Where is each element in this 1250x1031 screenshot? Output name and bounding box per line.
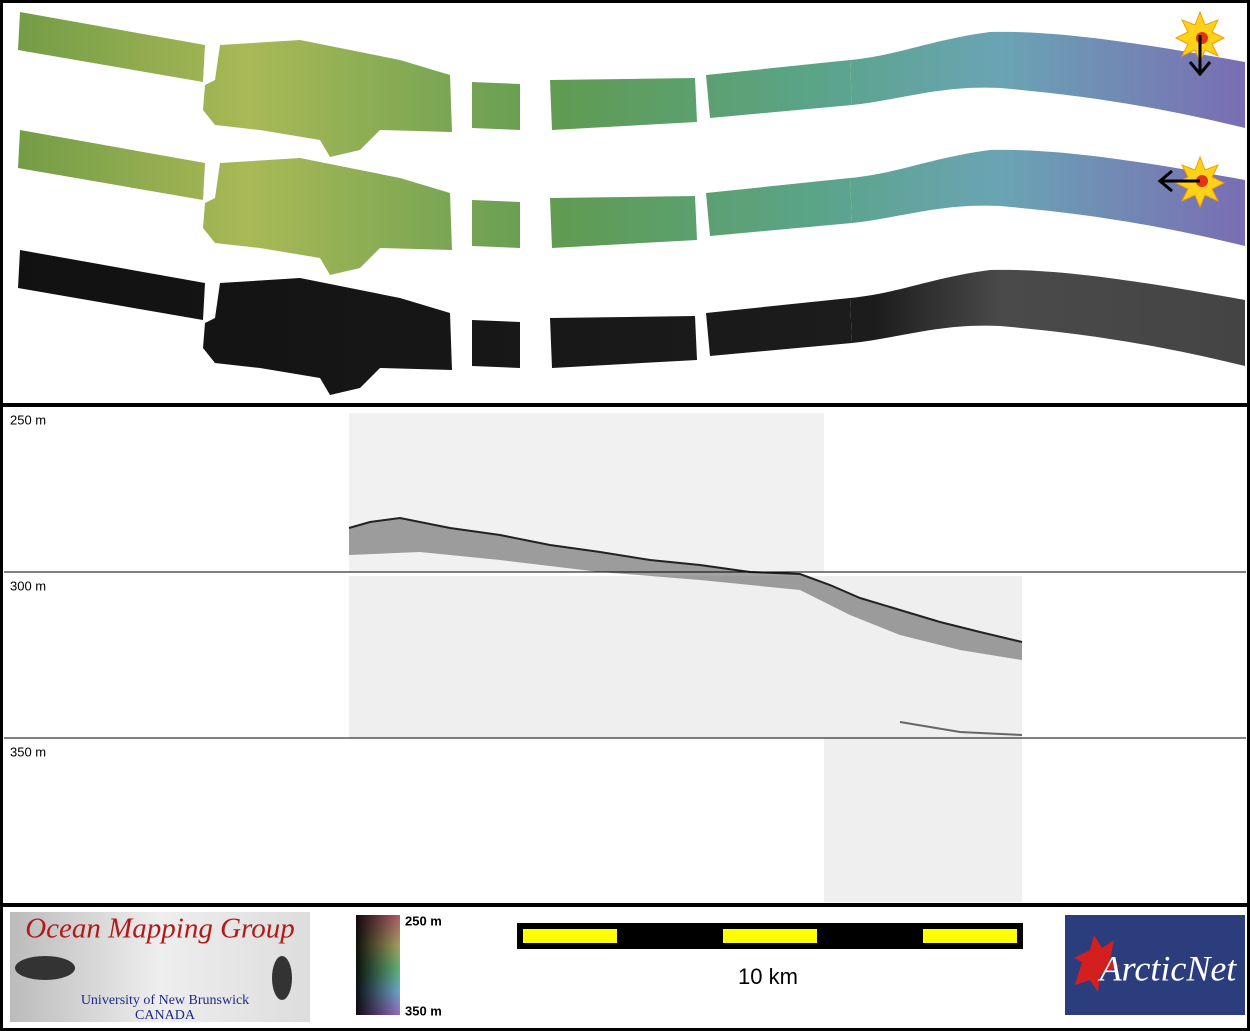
depth-label: 350 m	[10, 744, 46, 759]
profile-section	[824, 738, 1022, 902]
colorbar-shading	[356, 915, 400, 1015]
scale-segment	[523, 929, 617, 943]
depth-label: 250 m	[10, 412, 46, 427]
arcticnet-text: ArcticNet	[1098, 948, 1238, 988]
sun-core-2	[1196, 175, 1208, 187]
profile-panel: 250 m 300 m 350 m	[4, 412, 1246, 902]
subbottom-reflector	[899, 721, 1023, 736]
maple-leaf	[1074, 935, 1120, 992]
scale-segment	[923, 929, 1017, 943]
divider	[0, 903, 1250, 907]
logo-title: Ocean Mapping Group	[25, 913, 295, 945]
map-panel	[18, 10, 1245, 395]
footer: Ocean Mapping Group University of New Br…	[10, 912, 1245, 1023]
seafloor-echo	[349, 518, 1022, 660]
light-arrowhead	[1188, 61, 1212, 77]
colorbar-label: 250 m	[405, 913, 442, 928]
logo-vehicle	[272, 956, 292, 1000]
light-arrowhead-2	[1157, 169, 1173, 193]
seafloor-line	[348, 516, 1023, 643]
scale-label: 10 km	[738, 964, 798, 989]
colorbar-label: 350 m	[405, 1003, 442, 1018]
sun-core	[1196, 32, 1208, 44]
logo-vehicle	[15, 956, 75, 980]
scale-segment	[723, 929, 817, 943]
logo-subtitle: University of New Brunswick	[81, 993, 249, 1008]
logo-subtitle: CANADA	[135, 1008, 196, 1023]
divider	[0, 403, 1250, 407]
depth-label: 300 m	[10, 578, 46, 593]
profile-section	[349, 576, 1022, 738]
